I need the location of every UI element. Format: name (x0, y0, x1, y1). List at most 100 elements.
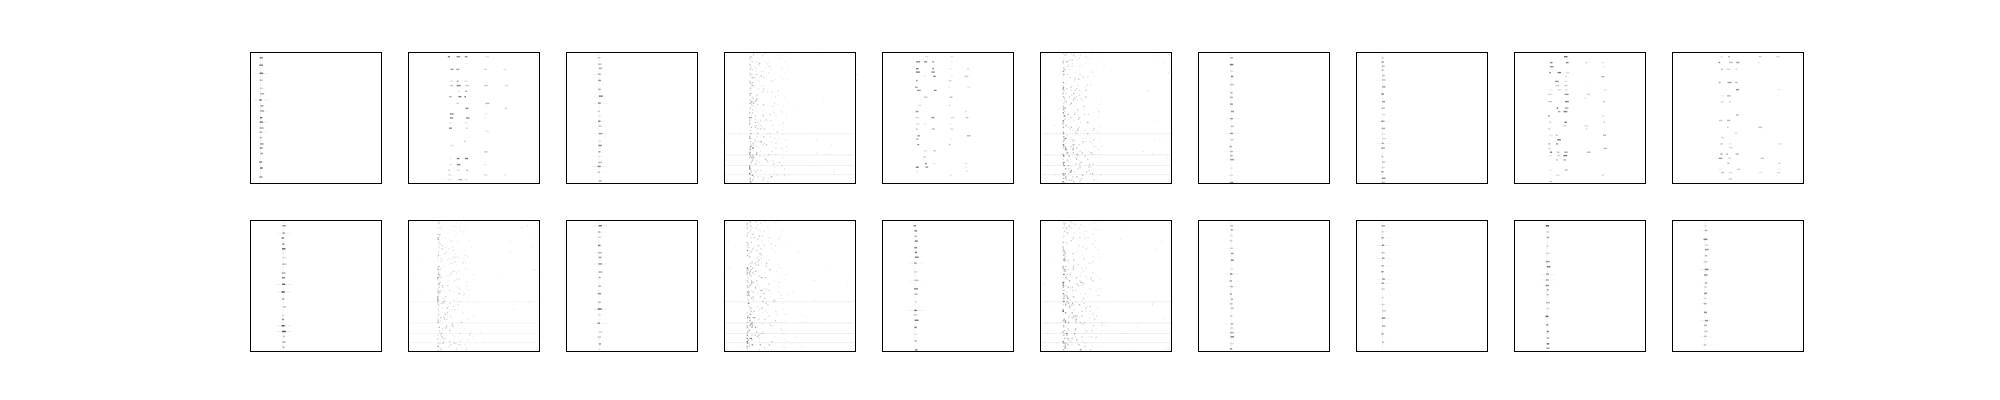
stripe-dot (597, 301, 601, 304)
stripe-dot (1381, 270, 1384, 273)
noise-speckle (746, 273, 748, 276)
background-speckle (1064, 226, 1066, 228)
stripe-dot (1736, 61, 1740, 64)
noise-speckle (784, 320, 787, 322)
noise-speckle (749, 221, 752, 223)
noise-speckle (1085, 349, 1087, 351)
noise-speckle (1101, 291, 1103, 293)
noise-speckle (782, 105, 785, 108)
noise-speckle (765, 302, 767, 304)
stripe-dot (1382, 74, 1385, 77)
noise-speckle (1097, 117, 1099, 119)
noise-speckle (750, 265, 752, 268)
stripe-spread (277, 284, 291, 285)
noise-speckle (746, 267, 748, 269)
noise-speckle (750, 275, 752, 277)
noise-speckle (781, 329, 784, 332)
noise-speckle (1099, 135, 1100, 136)
noise-speckle (758, 97, 760, 100)
stripe-dot (1758, 126, 1763, 128)
noise-speckle (462, 339, 463, 340)
noise-speckle (448, 341, 451, 343)
stripe-dot (1230, 259, 1234, 261)
noise-speckle (1085, 307, 1087, 309)
noise-speckle (763, 142, 765, 144)
noise-speckle (1073, 262, 1075, 264)
noise-speckle (749, 177, 751, 180)
noise-speckle (1072, 253, 1074, 255)
noise-speckle (1084, 155, 1086, 157)
noise-speckle (1062, 273, 1065, 276)
noise-speckle (448, 315, 449, 316)
stripe-dot (932, 67, 935, 70)
noise-speckle (1063, 145, 1065, 148)
noise-speckle (759, 257, 761, 260)
stripe-dot (1381, 57, 1384, 59)
stripe-dot (282, 232, 285, 234)
noise-speckle (1074, 224, 1076, 226)
noise-speckle (765, 67, 767, 69)
noise-speckle (784, 72, 786, 74)
noise-speckle (782, 242, 783, 243)
noise-speckle (437, 289, 439, 292)
noise-speckle (753, 310, 755, 312)
noise-speckle (752, 105, 754, 108)
noise-speckle (756, 152, 758, 154)
noise-speckle (1074, 289, 1077, 292)
noise-speckle (749, 81, 751, 84)
noise-speckle (1092, 312, 1095, 314)
noise-speckle (774, 78, 776, 80)
noise-speckle (773, 128, 775, 130)
panel-background (1198, 220, 1330, 352)
noise-speckle (782, 231, 783, 232)
background-speckle (1160, 241, 1162, 243)
noise-speckle (746, 333, 748, 335)
stripe-dot (1230, 181, 1234, 184)
stripe-dot (1563, 159, 1567, 161)
stripe-dot (1230, 150, 1233, 153)
stripe-dot (483, 163, 487, 166)
noise-speckle (1064, 278, 1066, 280)
noise-speckle (1066, 331, 1068, 333)
stripe-dot (1777, 168, 1781, 171)
noise-speckle (780, 80, 782, 82)
noise-speckle (443, 253, 445, 255)
stripe-spread (593, 95, 607, 97)
noise-speckle (747, 342, 749, 344)
noise-speckle (750, 102, 752, 104)
noise-speckle (749, 149, 751, 151)
noise-speckle (769, 296, 771, 298)
stripe-dot (1727, 95, 1731, 97)
noise-speckle (437, 261, 438, 262)
noise-speckle (762, 89, 765, 92)
noise-speckle (448, 280, 450, 282)
noise-speckle (1065, 101, 1068, 103)
image-panel (724, 52, 857, 184)
stripe-dot (965, 162, 968, 165)
noise-speckle (448, 238, 451, 240)
noise-speckle (1081, 254, 1083, 256)
noise-speckle (746, 222, 748, 224)
noise-speckle (1085, 310, 1087, 312)
noise-speckle (437, 297, 439, 300)
noise-speckle (447, 345, 450, 348)
noise-speckle (747, 278, 749, 280)
noise-speckle (781, 325, 783, 327)
noise-speckle (1066, 73, 1069, 76)
stripe-spread (1699, 336, 1713, 337)
noise-speckle (789, 58, 790, 59)
background-speckle (1089, 224, 1091, 226)
noise-speckle (765, 288, 767, 290)
noise-speckle (453, 270, 456, 272)
noise-speckle (764, 221, 766, 223)
noise-speckle (1064, 115, 1066, 117)
noise-speckle (1069, 305, 1072, 308)
noise-speckle (1079, 150, 1081, 152)
noise-speckle (753, 102, 755, 104)
noise-speckle (764, 53, 767, 55)
noise-speckle (1065, 147, 1067, 149)
noise-speckle (1082, 270, 1085, 272)
stripe-dot (1549, 61, 1553, 64)
noise-speckle (752, 101, 754, 103)
noise-speckle (746, 229, 747, 230)
